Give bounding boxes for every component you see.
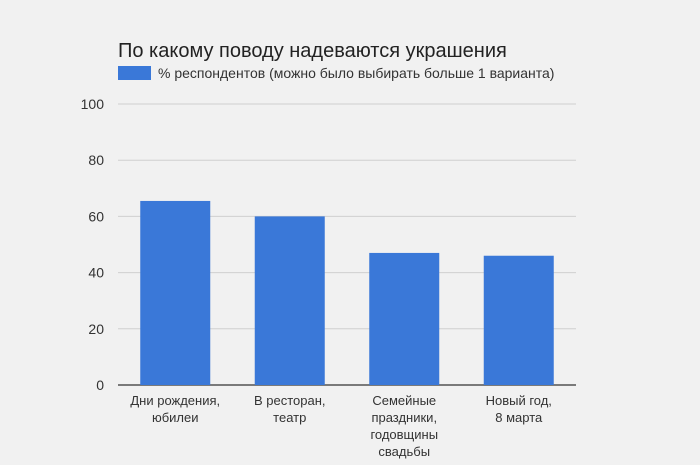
chart-title: По какому поводу надеваются украшения — [118, 40, 507, 62]
bar — [483, 255, 554, 385]
y-tick-label: 20 — [88, 321, 104, 337]
x-category-label: Дни рождения, юбилеи — [130, 393, 220, 425]
x-category-label-line: В ресторан, — [254, 393, 326, 408]
bars — [140, 200, 554, 385]
x-category-label-line: юбилеи — [152, 410, 199, 425]
y-tick-label: 80 — [88, 152, 104, 168]
legend-label: % респондентов (можно было выбирать боль… — [158, 65, 554, 81]
bar — [254, 216, 325, 385]
x-category-label: Новый год, 8 марта — [486, 393, 552, 425]
x-category-label: Семейные праздники, годовщины свадьбы — [370, 393, 438, 459]
y-tick-label: 0 — [96, 377, 104, 393]
x-category-label: В ресторан, театр — [254, 393, 326, 425]
x-category-label-line: праздники, — [371, 410, 437, 425]
x-category-label-line: 8 марта — [495, 410, 543, 425]
x-category-label-line: Дни рождения, — [130, 393, 220, 408]
x-category-label-line: свадьбы — [378, 444, 430, 459]
x-category-label-line: Семейные — [372, 393, 436, 408]
y-axis-ticks: 0 20 40 60 80 100 — [81, 96, 105, 393]
bar — [140, 200, 211, 385]
x-category-label-line: годовщины — [370, 427, 438, 442]
y-tick-label: 40 — [88, 265, 104, 281]
legend-swatch — [118, 66, 151, 80]
y-tick-label: 60 — [88, 208, 104, 224]
x-axis-labels: Дни рождения, юбилеи В ресторан, театр Семей… — [130, 393, 552, 459]
bar — [369, 252, 440, 385]
x-category-label-line: Новый год, — [486, 393, 552, 408]
x-category-label-line: театр — [273, 410, 306, 425]
y-tick-label: 100 — [81, 96, 105, 112]
